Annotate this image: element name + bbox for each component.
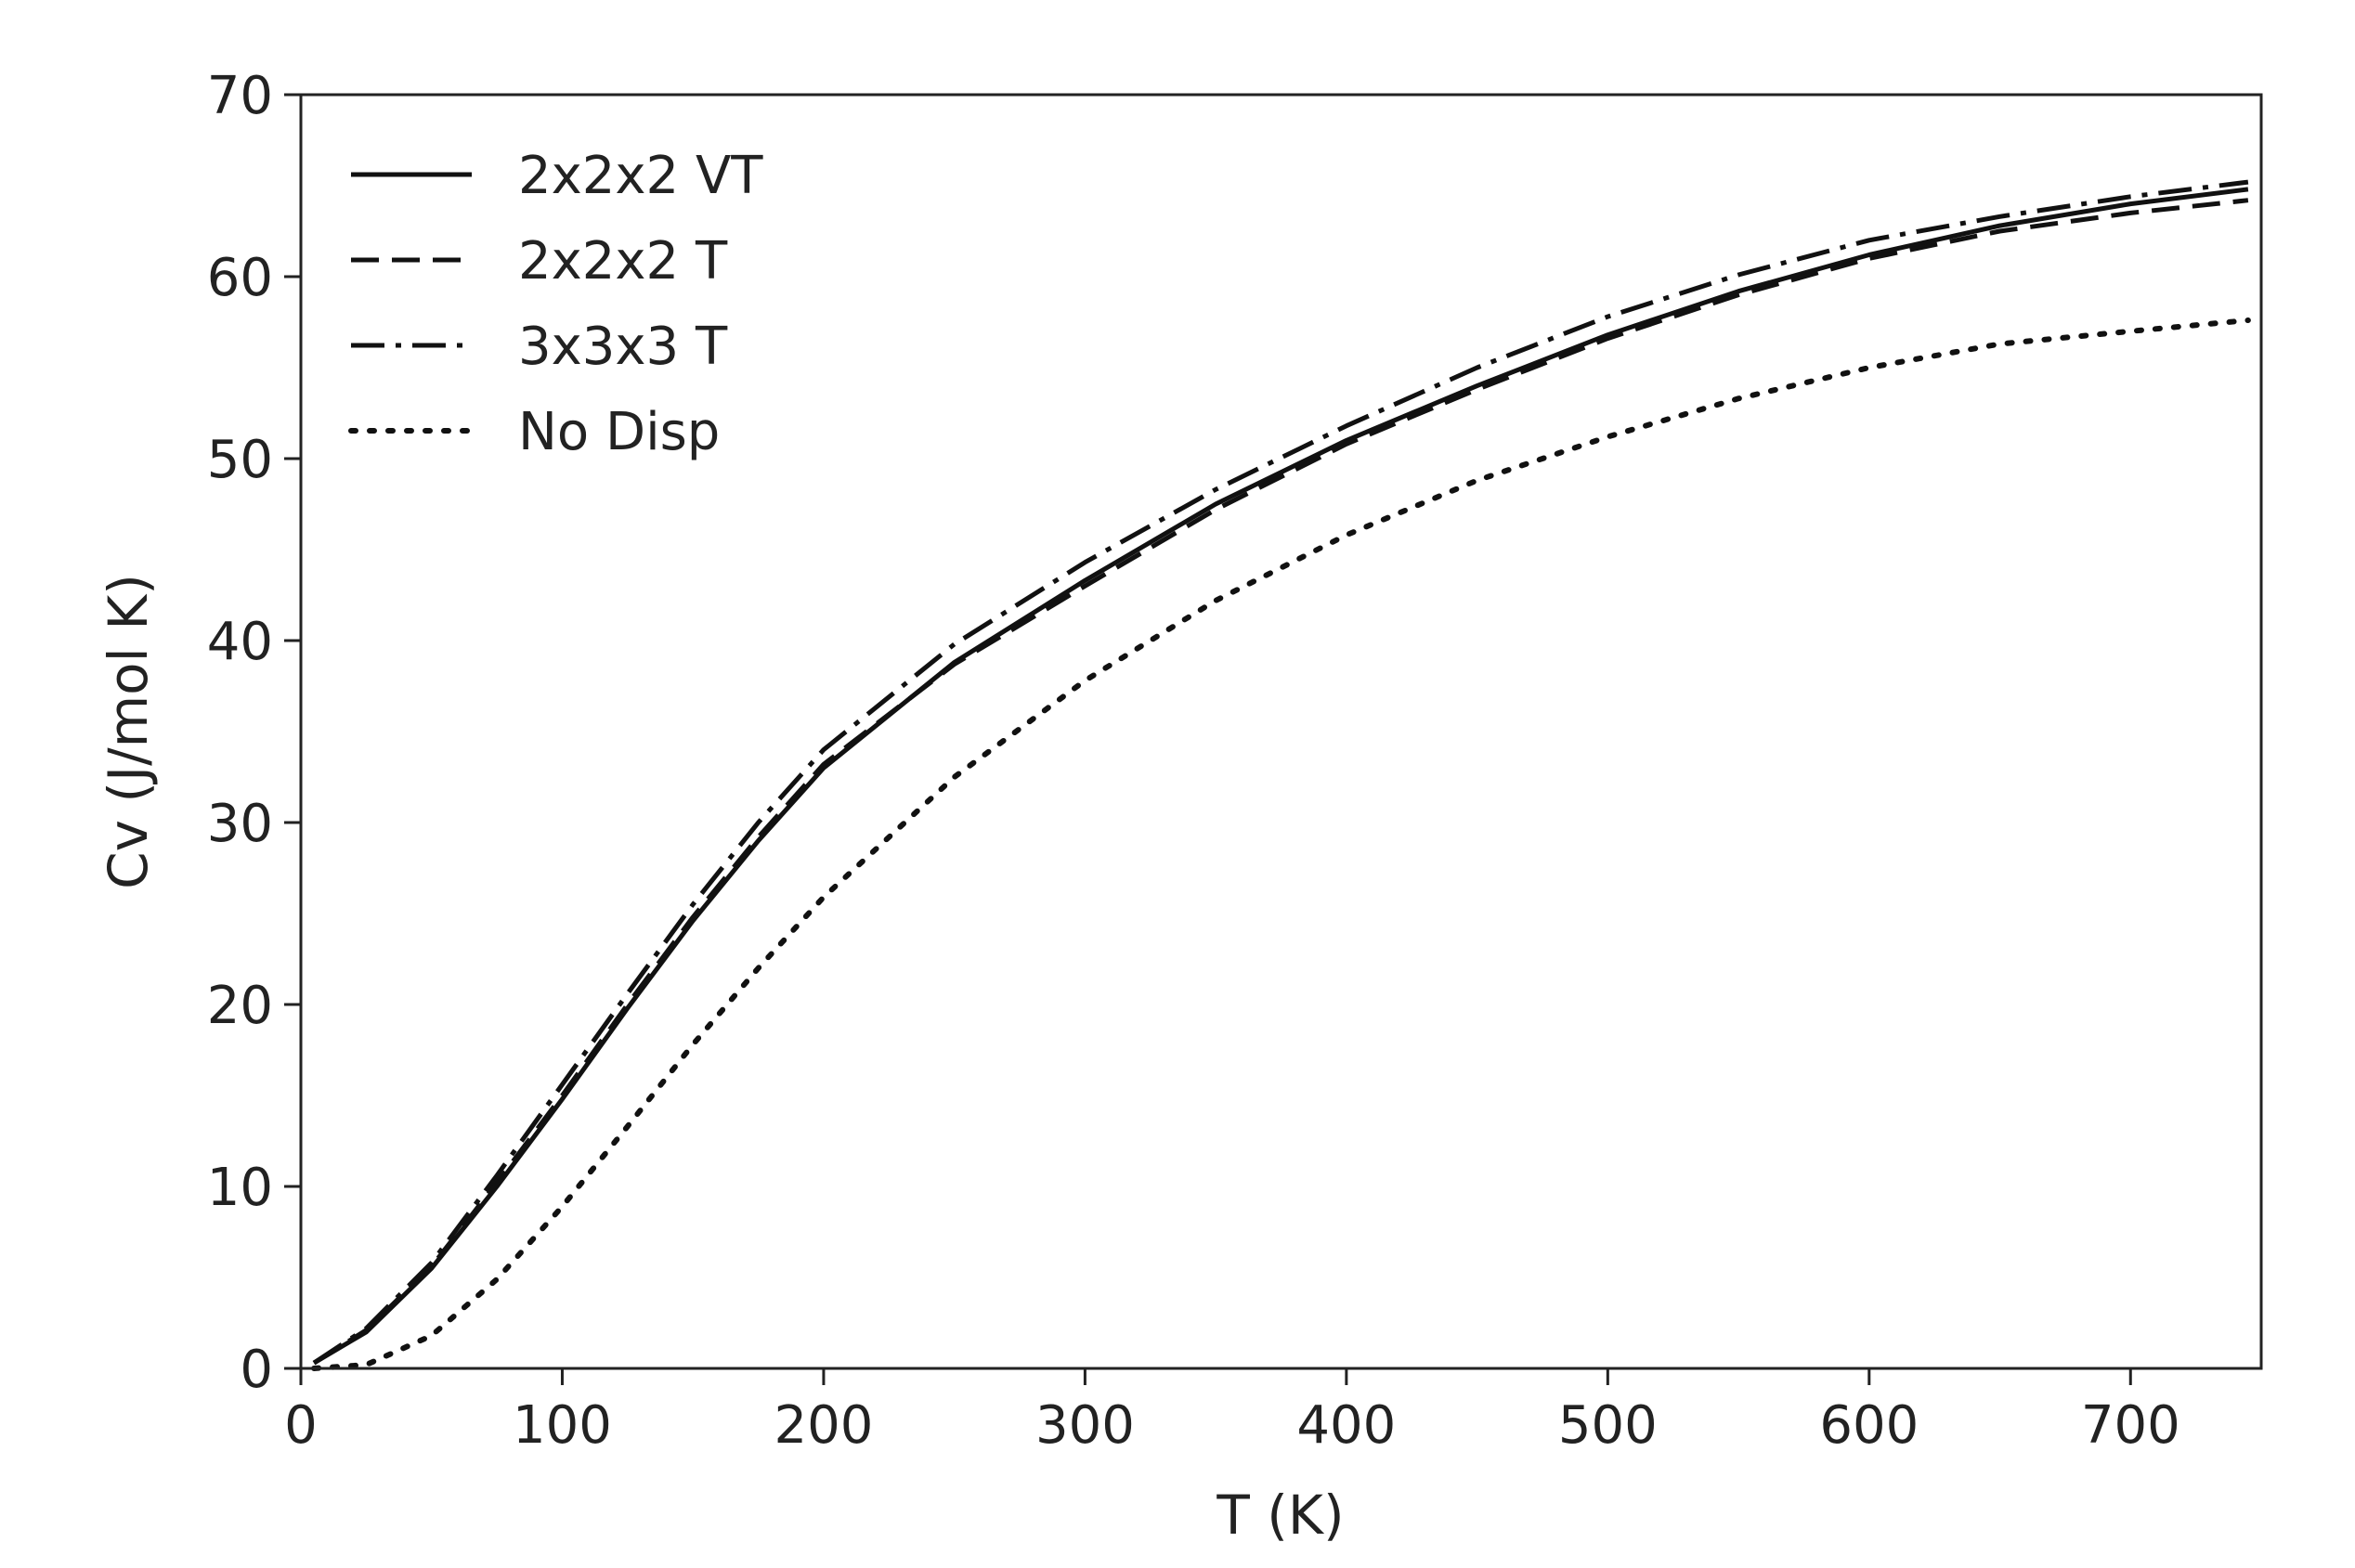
x-tick-label: 0: [284, 1395, 318, 1456]
y-tick-label: 30: [207, 794, 273, 854]
y-tick-label: 60: [207, 248, 273, 308]
plot-area-frame: [299, 93, 2263, 1370]
x-tick-label: 300: [1035, 1395, 1135, 1456]
series-line-3: [311, 317, 2251, 1371]
x-tick-label: 600: [1819, 1395, 1919, 1456]
x-axis-ticks: 0 100 200 300 400 500 600 700: [284, 1368, 2180, 1456]
legend: 2x2x2 VT 2x2x2 T 3x3x3 T No Disp: [348, 146, 763, 462]
y-tick-label: 0: [240, 1340, 273, 1400]
x-tick-label: 700: [2081, 1395, 2180, 1456]
y-tick-label: 10: [207, 1158, 273, 1218]
legend-label-3: No Disp: [518, 402, 720, 462]
y-axis-ticks: 0 10 20 30 40 50 60 70: [207, 66, 301, 1400]
legend-label-0: 2x2x2 VT: [518, 146, 763, 206]
series-line-0: [312, 187, 2249, 1366]
y-tick-label: 40: [207, 612, 273, 672]
x-tick-label: 400: [1296, 1395, 1396, 1456]
x-axis-label: T (K): [1216, 1484, 1344, 1547]
y-tick-label: 50: [207, 430, 273, 490]
legend-label-2: 3x3x3 T: [518, 317, 728, 377]
y-axis-label: Cv (J/mol K): [97, 574, 160, 889]
x-tick-label: 500: [1558, 1395, 1658, 1456]
y-tick-label: 70: [207, 66, 273, 126]
x-tick-label: 100: [513, 1395, 612, 1456]
x-tick-label: 200: [774, 1395, 873, 1456]
y-tick-label: 20: [207, 976, 273, 1036]
series-lines: [311, 179, 2251, 1371]
legend-label-1: 2x2x2 T: [518, 231, 728, 292]
series-line-1: [312, 198, 2249, 1366]
series-line-2: [312, 179, 2249, 1366]
